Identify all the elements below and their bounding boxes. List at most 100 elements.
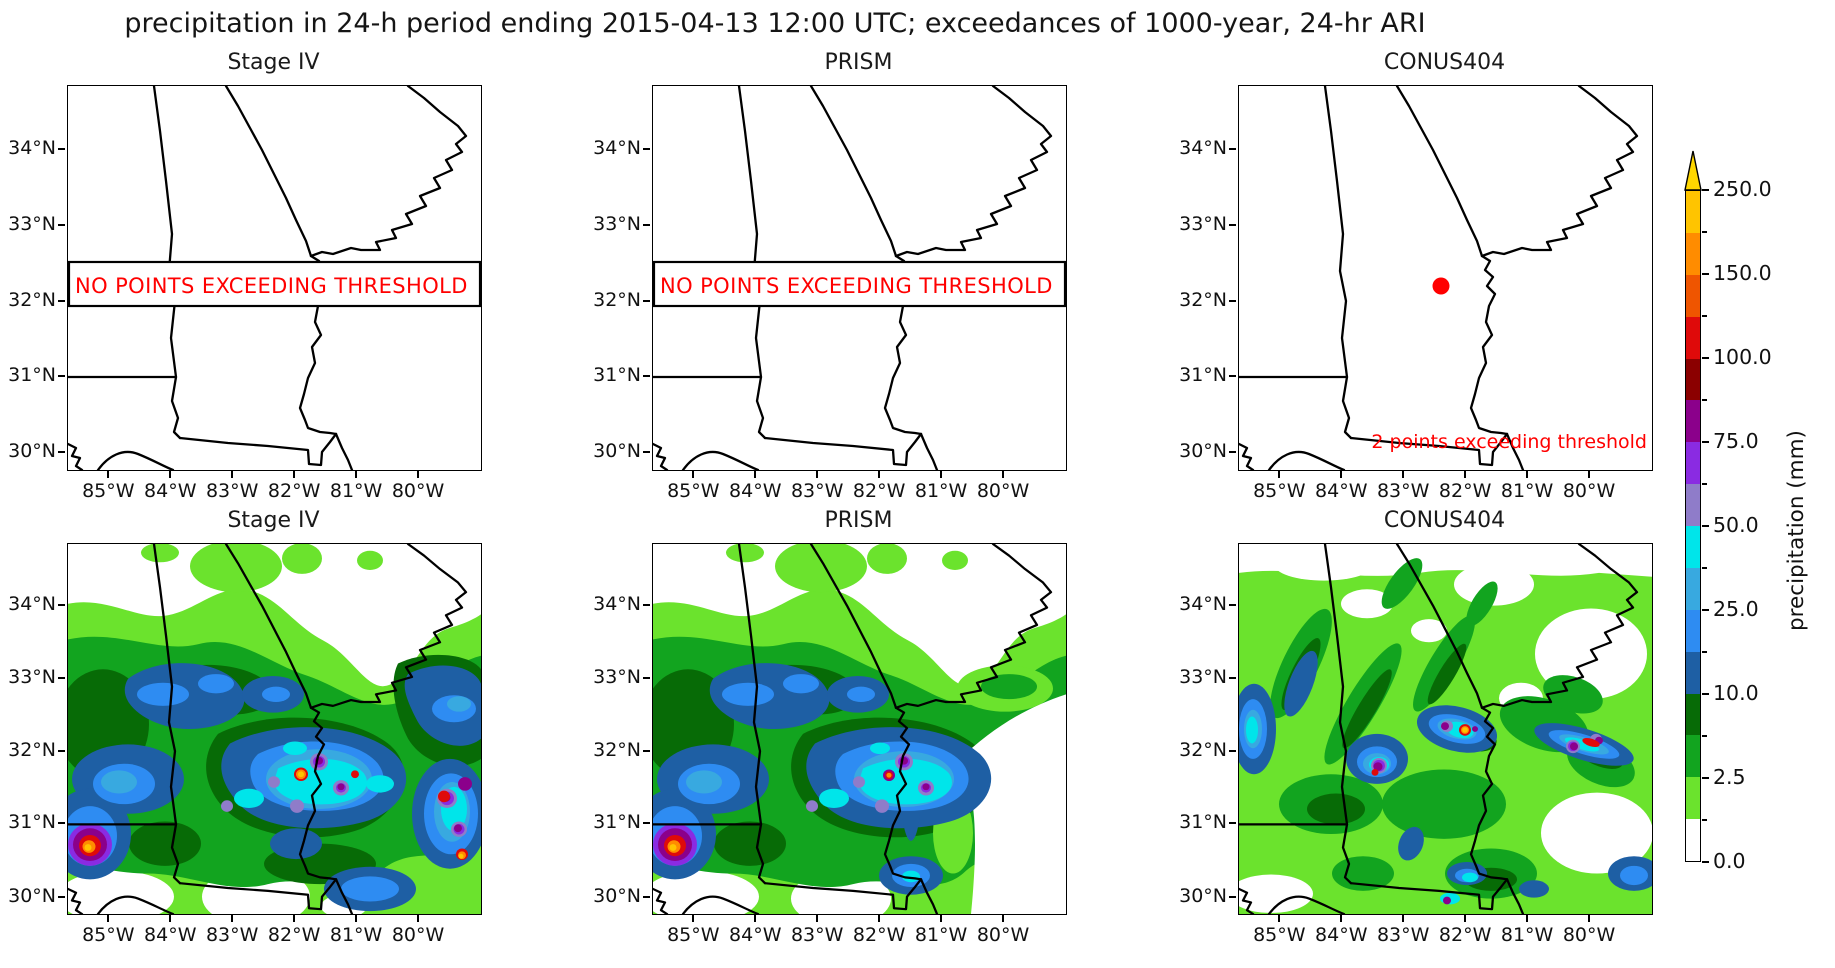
x-tickmark xyxy=(231,915,234,922)
colorbar-tickmark xyxy=(1702,609,1709,611)
x-tickmark xyxy=(754,471,757,478)
colorbar-tick-label: 100.0 xyxy=(1713,345,1772,369)
y-tick-label: 34°N xyxy=(1179,137,1227,160)
x-tickmark xyxy=(1278,915,1281,922)
y-tickmark xyxy=(1229,451,1236,454)
colorbar-tickmark xyxy=(1702,693,1709,695)
x-tickmark xyxy=(1464,915,1467,922)
x-tickmark xyxy=(816,471,819,478)
x-tick-label: 85°W xyxy=(1253,480,1306,502)
y-tickmark xyxy=(643,148,650,151)
y-tick-label: 31°N xyxy=(593,364,641,387)
y-tickmark xyxy=(58,224,65,227)
colorbar-minor-tickmark xyxy=(1702,819,1707,821)
x-tickmark xyxy=(1002,915,1005,922)
panel-title-prism-top: PRISM xyxy=(824,50,893,75)
panel-title-prism-bottom: PRISM xyxy=(824,508,893,533)
colorbar-extend-arrow xyxy=(1684,150,1702,191)
y-tickmark xyxy=(643,375,650,378)
y-tickmark xyxy=(58,148,65,151)
x-tickmark xyxy=(754,915,757,922)
y-tick-label: 31°N xyxy=(1179,364,1227,387)
x-tick-label: 83°W xyxy=(205,924,259,946)
x-tickmark xyxy=(293,915,296,922)
colorbar-tick-label: 250.0 xyxy=(1713,177,1772,201)
x-tickmark xyxy=(107,915,110,922)
precip-field-stage4 xyxy=(68,544,481,914)
y-tickmark xyxy=(1229,895,1236,898)
x-tick-label: 80°W xyxy=(391,480,445,502)
x-tickmark xyxy=(1588,471,1591,478)
colorbar xyxy=(1685,190,1701,862)
x-tick-label: 81°W xyxy=(329,480,383,502)
y-tickmark xyxy=(1229,375,1236,378)
y-tickmark xyxy=(58,677,65,680)
x-tickmark xyxy=(692,915,695,922)
points-exceeding-text: 2 points exceeding threshold xyxy=(1371,431,1647,453)
y-tick-label: 31°N xyxy=(8,811,56,834)
x-tick-label: 83°W xyxy=(790,480,844,502)
colorbar-minor-tickmark xyxy=(1702,483,1707,485)
x-tickmark xyxy=(1340,915,1343,922)
map-conus404-exceedance: 2 points exceeding threshold xyxy=(1238,85,1653,471)
x-tick-label: 81°W xyxy=(1500,924,1554,946)
y-tick-label: 34°N xyxy=(8,137,56,160)
colorbar-tick-label: 75.0 xyxy=(1713,429,1759,453)
y-tickmark xyxy=(58,299,65,302)
x-tickmark xyxy=(1402,471,1405,478)
x-tick-label: 84°W xyxy=(1315,924,1368,946)
colorbar-tick-label: 10.0 xyxy=(1713,681,1759,705)
x-tickmark xyxy=(1340,471,1343,478)
x-tick-label: 84°W xyxy=(729,480,782,502)
y-tick-label: 30°N xyxy=(593,440,641,463)
y-tick-label: 33°N xyxy=(593,213,641,236)
x-tickmark xyxy=(293,471,296,478)
x-tick-label: 82°W xyxy=(852,924,906,946)
x-tickmark xyxy=(1464,471,1467,478)
map-stage4-exceedance: NO POINTS EXCEEDING THRESHOLD xyxy=(67,85,482,471)
y-tick-label: 33°N xyxy=(8,666,56,689)
x-tick-label: 82°W xyxy=(852,480,906,502)
y-tick-label: 33°N xyxy=(593,666,641,689)
x-tick-label: 83°W xyxy=(790,924,844,946)
y-tickmark xyxy=(643,451,650,454)
x-tickmark xyxy=(878,915,881,922)
x-tick-label: 80°W xyxy=(976,924,1030,946)
colorbar-tickmark xyxy=(1702,525,1709,527)
y-tick-label: 34°N xyxy=(593,137,641,160)
x-tick-label: 82°W xyxy=(267,924,321,946)
colorbar-tick-label: 2.5 xyxy=(1713,765,1746,789)
y-tickmark xyxy=(58,822,65,825)
y-tickmark xyxy=(1229,822,1236,825)
y-tickmark xyxy=(1229,148,1236,151)
x-tickmark xyxy=(169,915,172,922)
x-tick-label: 85°W xyxy=(82,480,135,502)
y-tickmark xyxy=(1229,749,1236,752)
y-tick-label: 32°N xyxy=(1179,288,1227,311)
x-tick-label: 80°W xyxy=(1562,480,1616,502)
precip-field-conus404 xyxy=(1239,547,1652,914)
x-tick-label: 81°W xyxy=(914,480,968,502)
no-points-annotation-box: NO POINTS EXCEEDING THRESHOLD xyxy=(653,260,1066,308)
colorbar-segment xyxy=(1686,735,1700,778)
y-tickmark xyxy=(643,299,650,302)
panel-title-conus404-bottom: CONUS404 xyxy=(1383,508,1506,533)
x-tickmark xyxy=(1402,915,1405,922)
colorbar-tickmark xyxy=(1702,189,1709,191)
colorbar-segment xyxy=(1686,442,1700,485)
y-tick-label: 32°N xyxy=(1179,738,1227,761)
colorbar-tickmark xyxy=(1702,273,1709,275)
y-tickmark xyxy=(643,749,650,752)
x-tick-label: 81°W xyxy=(329,924,383,946)
y-tick-label: 32°N xyxy=(593,738,641,761)
x-tickmark xyxy=(940,471,943,478)
y-tick-label: 32°N xyxy=(8,288,56,311)
no-points-annotation-box: NO POINTS EXCEEDING THRESHOLD xyxy=(68,260,481,308)
y-tickmark xyxy=(58,749,65,752)
colorbar-tick-label: 50.0 xyxy=(1713,513,1759,537)
y-tick-label: 30°N xyxy=(8,884,56,907)
x-tick-label: 80°W xyxy=(1562,924,1616,946)
y-tick-label: 30°N xyxy=(593,884,641,907)
x-tickmark xyxy=(107,471,110,478)
y-tickmark xyxy=(643,603,650,606)
